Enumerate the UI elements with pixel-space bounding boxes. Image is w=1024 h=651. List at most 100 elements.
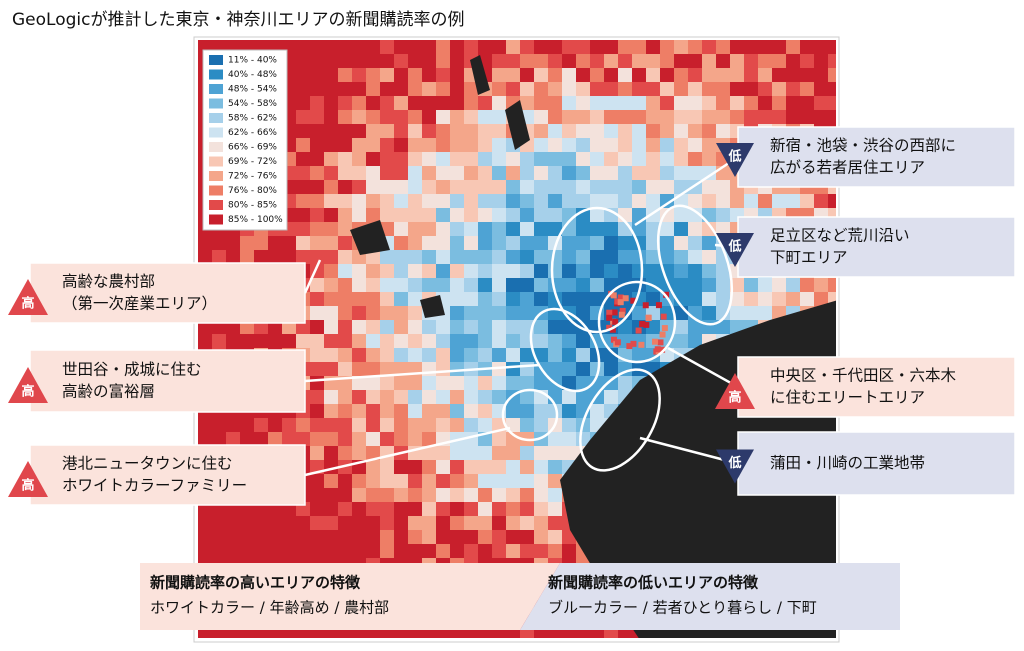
map-cell: [394, 418, 409, 433]
map-cell: [506, 530, 521, 545]
map-cell: [478, 460, 493, 475]
map-cell: [408, 222, 423, 237]
map-cell: [786, 96, 801, 111]
map-cell: [492, 278, 507, 293]
map-cell: [436, 110, 451, 125]
map-cell: [394, 68, 409, 83]
map-cell: [310, 404, 325, 419]
map-cell: [310, 96, 325, 111]
map-cell: [282, 628, 297, 638]
map-cell: [730, 40, 745, 55]
map-cell: [506, 264, 521, 279]
map-cell: [688, 166, 703, 181]
map-cell: [814, 40, 829, 55]
map-cell: [254, 544, 269, 559]
map-cell: [744, 194, 759, 209]
map-cell: [352, 166, 367, 181]
map-cell: [632, 166, 647, 181]
map-cell: [198, 418, 213, 433]
map-cell: [422, 502, 437, 517]
badge-text: 低: [727, 455, 741, 471]
map-cell: [660, 138, 675, 153]
map-cell: [450, 334, 465, 349]
map-cell: [366, 278, 381, 293]
map-cell: [548, 474, 563, 489]
map-cell: [506, 54, 521, 69]
map-cell: [674, 110, 689, 125]
map-cell: [618, 264, 633, 279]
map-cell: [254, 236, 269, 251]
map-cell: [310, 208, 325, 223]
legend-label: 69% - 72%: [228, 157, 277, 167]
map-cell: [562, 418, 577, 433]
map-cell: [422, 194, 437, 209]
map-cell: [422, 236, 437, 251]
map-cell: [436, 236, 451, 251]
map-cell: [646, 180, 661, 195]
map-cell: [408, 54, 423, 69]
map-cell: [366, 208, 381, 223]
map-cell: [296, 110, 311, 125]
map-cell: [450, 40, 465, 55]
map-cell: [617, 294, 624, 301]
map-cell: [772, 110, 787, 125]
map-cell: [380, 264, 395, 279]
map-cell: [338, 474, 353, 489]
map-cell: [618, 250, 633, 265]
map-cell: [548, 488, 563, 503]
map-cell: [436, 530, 451, 545]
callout-box: [29, 262, 306, 324]
map-cell: [534, 40, 549, 55]
map-cell: [324, 544, 339, 559]
map-cell: [296, 236, 311, 251]
map-cell: [394, 166, 409, 181]
callout-text: 新宿・池袋・渋谷の西部に: [770, 137, 956, 155]
map-cell: [380, 292, 395, 307]
map-cell: [632, 40, 647, 55]
map-cell: [380, 208, 395, 223]
connector: [304, 426, 511, 477]
map-cell: [212, 628, 227, 638]
map-cell: [268, 250, 283, 265]
map-cell: [394, 348, 409, 363]
highlight-ring: [550, 206, 644, 334]
map-cell: [674, 264, 689, 279]
map-cell: [408, 250, 423, 265]
map-cell: [478, 628, 493, 638]
map-cell: [450, 488, 465, 503]
map-cell: [478, 306, 493, 321]
map-cell: [506, 40, 521, 55]
map-cell: [643, 321, 650, 328]
map-cell: [324, 278, 339, 293]
map-cell: [674, 138, 689, 153]
map-cell: [352, 264, 367, 279]
map-cell: [408, 348, 423, 363]
map-cell: [674, 250, 689, 265]
map-cell: [632, 264, 647, 279]
map-cell: [520, 544, 535, 559]
map-cell: [606, 309, 613, 316]
map-cell: [422, 264, 437, 279]
map-cell: [408, 152, 423, 167]
map-cell: [408, 376, 423, 391]
map-cell: [730, 306, 745, 321]
park: [350, 220, 390, 255]
map-cell: [198, 516, 213, 531]
map-cell: [450, 68, 465, 83]
map-cell: [590, 362, 605, 377]
map-cell: [520, 530, 535, 545]
map-cell: [800, 110, 815, 125]
map-cell: [464, 544, 479, 559]
map-cell: [520, 306, 535, 321]
map-cell: [814, 82, 829, 97]
map-cell: [562, 166, 577, 181]
summary-low: [520, 563, 900, 630]
map-cell: [296, 530, 311, 545]
map-cell: [338, 488, 353, 503]
map-cell: [688, 194, 703, 209]
map-cell: [268, 516, 283, 531]
map-cell: [436, 320, 451, 335]
map-cell: [506, 180, 521, 195]
map-cell: [464, 628, 479, 638]
map-cell: [296, 68, 311, 83]
